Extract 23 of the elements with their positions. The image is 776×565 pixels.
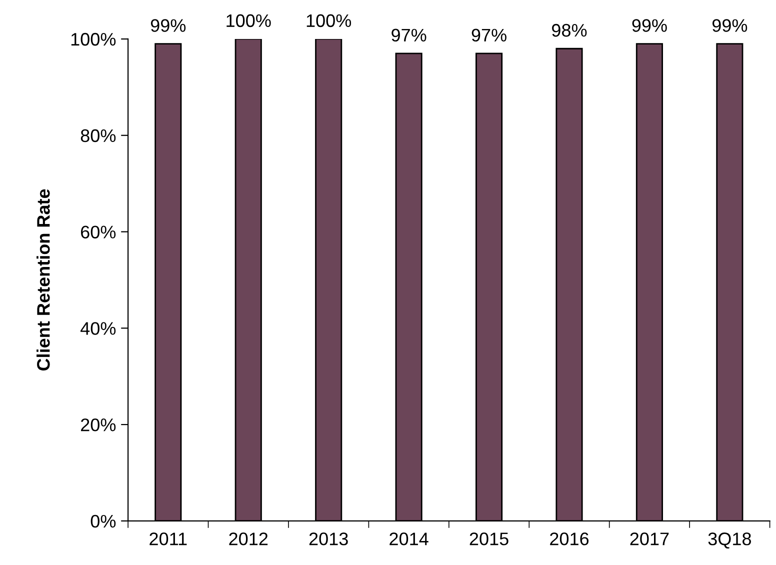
data-label: 97% (392, 28, 426, 42)
data-label: 99% (632, 19, 667, 32)
y-axis-title: Client Retention Rate (36, 189, 50, 370)
data-label: 99% (150, 19, 186, 32)
x-tick-label: 2014 (390, 532, 428, 546)
y-tick-label: 20% (81, 418, 116, 432)
data-label: 98% (552, 24, 587, 37)
y-tick-label: 60% (81, 226, 116, 238)
x-tick-label: 3Q18 (708, 532, 751, 549)
y-tick-label: 0% (90, 514, 116, 528)
y-tick-label: 40% (80, 322, 116, 335)
x-tick-label: 2011 (150, 532, 187, 546)
y-tick-label: 100% (71, 32, 116, 46)
data-label: 100% (306, 14, 352, 28)
data-label: 100% (226, 14, 271, 28)
x-tick-label: 2016 (550, 532, 589, 546)
y-tick-label: 80% (80, 129, 116, 142)
x-tick-label: 2012 (229, 532, 268, 546)
x-tick-label: 2013 (309, 532, 348, 546)
data-label: 99% (712, 19, 748, 32)
x-tick-label: 2017 (630, 532, 669, 546)
x-tick-label: 2015 (470, 532, 508, 546)
data-label: 97% (472, 28, 506, 42)
